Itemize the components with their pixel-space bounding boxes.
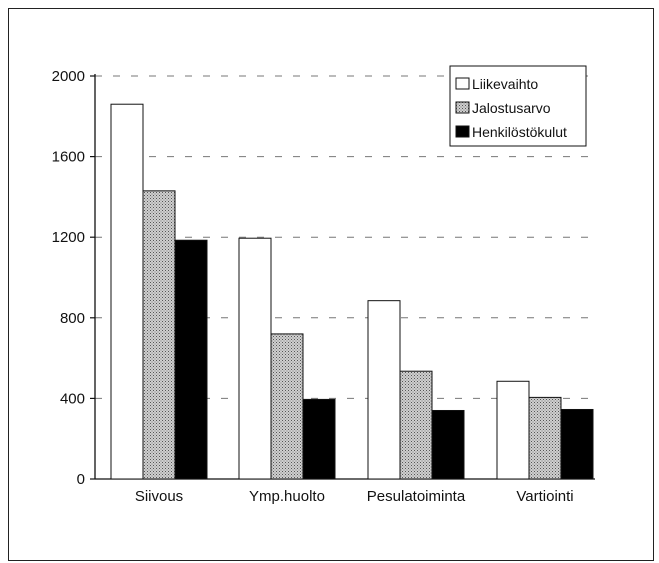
x-category-label: Ymp.huolto [249, 488, 325, 505]
y-tick-label: 400 [60, 390, 85, 407]
bar-black [302, 398, 336, 480]
bar-dotted [142, 190, 176, 480]
x-category-label: Vartiointi [516, 488, 573, 505]
legend-swatch [455, 77, 470, 90]
legend-swatch [455, 101, 470, 114]
y-tick-label: 2000 [52, 68, 85, 85]
y-tick-label: 1200 [52, 229, 85, 246]
y-tick-label: 1600 [52, 149, 85, 166]
legend-box [449, 65, 587, 147]
legend-label: Henkilöstökulut [472, 124, 567, 140]
bar-white [110, 103, 144, 480]
bar-white [367, 300, 401, 480]
y-tick-label: 800 [60, 310, 85, 327]
labels: 0 400 800 1200 1600 2000 Siivous Ymp.huolto Pesu… [52, 68, 574, 505]
x-category-label: Pesulatoiminta [367, 488, 466, 505]
legend-label: Jalostusarvo [472, 100, 551, 116]
y-tick-label: 0 [77, 471, 85, 488]
bar-dotted [270, 333, 304, 480]
legend-swatch [455, 125, 470, 138]
legend: Liikevaihto Jalostusarvo Henkilöstökulut [449, 65, 587, 147]
bar-dotted [399, 370, 433, 480]
legend-label: Liikevaihto [472, 76, 538, 92]
bar-white [496, 380, 530, 480]
bar-black [431, 409, 465, 480]
bar-white [238, 237, 272, 480]
bar-black [560, 408, 594, 480]
bars [110, 103, 594, 480]
bar-black [174, 239, 208, 480]
x-category-label: Siivous [135, 488, 183, 505]
bar-dotted [528, 396, 562, 480]
